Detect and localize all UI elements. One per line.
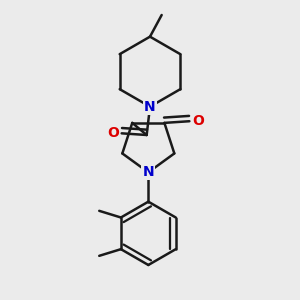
Text: O: O (192, 114, 204, 128)
Text: N: N (142, 165, 154, 179)
Text: N: N (144, 100, 156, 114)
Text: O: O (107, 126, 119, 140)
